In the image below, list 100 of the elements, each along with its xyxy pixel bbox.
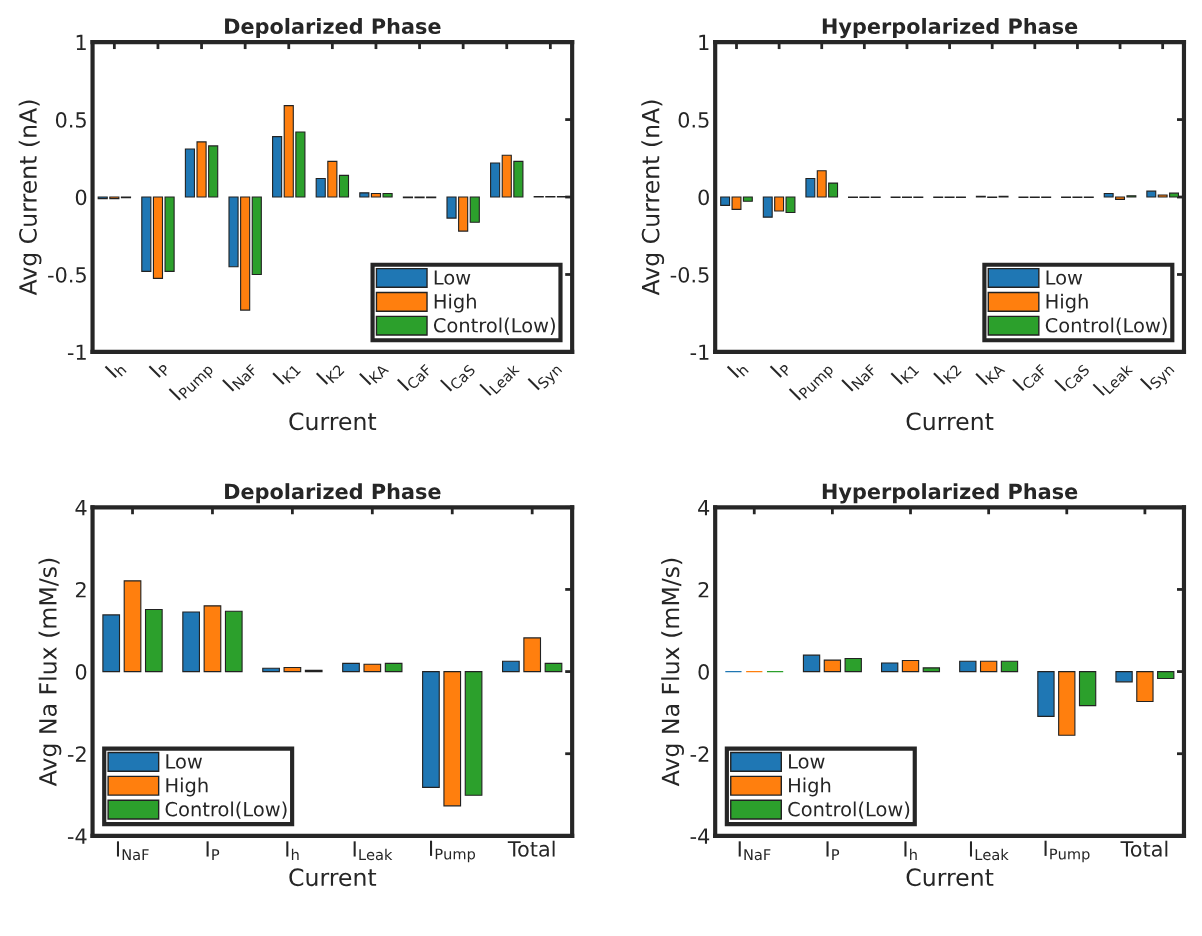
x-tick-label: I$_{P}$ xyxy=(206,841,220,860)
bar xyxy=(805,177,816,198)
x-tick-label: I$_{CaS}$ xyxy=(1054,358,1091,395)
y-tick-label: -4 xyxy=(67,828,87,844)
x-tick-label: I$_{K1}$ xyxy=(272,358,301,388)
legend-label: Control(Low) xyxy=(165,801,287,819)
x-tick-label: I$_{K2}$ xyxy=(315,358,345,388)
bar xyxy=(802,654,821,673)
x-axis-title: Current xyxy=(289,412,377,431)
y-tick-label: 0.5 xyxy=(678,112,709,128)
y-tick-label: -2 xyxy=(67,746,86,762)
y-tick-label: 1 xyxy=(76,34,86,51)
y-tick-label: -1 xyxy=(690,344,709,360)
x-tick-label: I$_{P}$ xyxy=(148,358,171,381)
x-tick-label: I$_{Leak}$ xyxy=(969,841,1009,861)
bar xyxy=(1000,660,1019,673)
chart-title: Depolarized Phase xyxy=(225,483,441,504)
bar xyxy=(384,662,403,673)
y-tick-label: 4 xyxy=(698,500,710,516)
legend-label: High xyxy=(434,293,476,313)
y-tick-label: 1 xyxy=(699,34,709,51)
x-axis-title: Current xyxy=(289,868,377,887)
x-tick-label: I$_{K1}$ xyxy=(890,358,920,388)
y-tick-label: 0 xyxy=(698,664,709,680)
legend-label: High xyxy=(1046,293,1088,313)
bar xyxy=(979,660,998,673)
x-tick-label: I$_{Pump}$ xyxy=(430,840,476,863)
bar xyxy=(1078,671,1097,707)
bar xyxy=(469,196,480,223)
x-tick-label: I$_{h}$ xyxy=(104,358,127,381)
x-tick-label: I$_{Pump}$ xyxy=(1044,840,1090,863)
legend-label: Low xyxy=(434,270,471,285)
legend-label: Control(Low) xyxy=(788,801,910,819)
x-tick-label: I$_{CaS}$ xyxy=(439,358,476,395)
bar xyxy=(1136,671,1154,703)
bar xyxy=(1157,671,1175,680)
bar xyxy=(1115,671,1133,683)
x-tick-label: I$_{NaF}$ xyxy=(738,841,771,861)
bar xyxy=(922,667,941,673)
y-tick-label: 4 xyxy=(75,500,87,516)
y-tick-label: 0 xyxy=(75,189,87,206)
y-tick-label: 0 xyxy=(698,189,709,206)
y-tick-label: 2 xyxy=(698,581,709,598)
bar xyxy=(523,637,542,673)
bar xyxy=(123,580,142,673)
bar xyxy=(880,662,899,673)
y-tick-label: 0 xyxy=(75,664,87,680)
x-tick-label: Total xyxy=(507,840,555,857)
x-tick-label: I$_{Leak}$ xyxy=(353,841,393,861)
bar xyxy=(251,196,262,276)
chart-title: Hyperpolarized Phase xyxy=(822,483,1078,504)
bar xyxy=(464,671,483,796)
legend-label: Low xyxy=(1046,270,1083,285)
x-tick-label: I$_{K2}$ xyxy=(933,358,962,388)
x-tick-label: I$_{NaF}$ xyxy=(116,841,149,861)
x-tick-label: Total xyxy=(1120,840,1168,857)
bar xyxy=(901,659,920,673)
x-tick-label: I$_{Syn}$ xyxy=(1139,358,1177,395)
legend-label: Low xyxy=(166,754,202,769)
y-axis-title: Avg Current (nA) xyxy=(641,100,665,296)
x-tick-label: I$_{Leak}$ xyxy=(1092,357,1134,399)
x-tick-label: I$_{NaF}$ xyxy=(841,358,878,394)
bar xyxy=(1037,671,1055,717)
bar xyxy=(544,662,563,673)
legend-label: High xyxy=(789,777,831,797)
x-tick-label: I$_{KA}$ xyxy=(359,357,390,388)
y-axis-title: Avg Na Flux (mM/s) xyxy=(661,558,684,787)
y-tick-label: -2 xyxy=(690,746,709,762)
y-tick-label: 0.5 xyxy=(55,112,86,128)
y-tick-label: -4 xyxy=(690,828,710,844)
y-tick-label: -1 xyxy=(67,344,86,360)
bar xyxy=(363,663,382,673)
bar xyxy=(342,662,360,673)
bar xyxy=(422,671,440,788)
y-tick-label: -0.5 xyxy=(48,266,86,283)
bar xyxy=(1146,190,1157,198)
bar xyxy=(823,659,842,673)
chart-title: Hyperpolarized Phase xyxy=(822,17,1078,39)
legend-label: Control(Low) xyxy=(433,317,555,335)
bar xyxy=(182,611,201,673)
y-axis-title: Avg Na Flux (mM/s) xyxy=(38,558,62,787)
x-tick-label: I$_{Pump}$ xyxy=(168,365,216,401)
x-tick-label: I$_{h}$ xyxy=(904,841,917,860)
y-tick-label: -0.5 xyxy=(670,266,709,283)
bar xyxy=(203,605,222,673)
x-tick-label: I$_{KA}$ xyxy=(975,357,1006,388)
x-axis-title: Current xyxy=(906,412,994,431)
x-tick-label: I$_{h}$ xyxy=(726,358,749,381)
bar xyxy=(283,666,302,673)
bar xyxy=(959,660,977,673)
bar xyxy=(1058,671,1076,736)
bar xyxy=(502,660,520,673)
x-axis-title: Current xyxy=(906,868,994,887)
x-tick-label: I$_{CaF}$ xyxy=(396,358,433,394)
x-tick-label: I$_{Leak}$ xyxy=(479,357,521,399)
bar xyxy=(102,614,121,673)
legend-label: Control(Low) xyxy=(1045,317,1167,335)
y-tick-label: 2 xyxy=(75,581,86,598)
x-tick-label: I$_{NaF}$ xyxy=(222,358,258,394)
bar xyxy=(443,671,462,807)
